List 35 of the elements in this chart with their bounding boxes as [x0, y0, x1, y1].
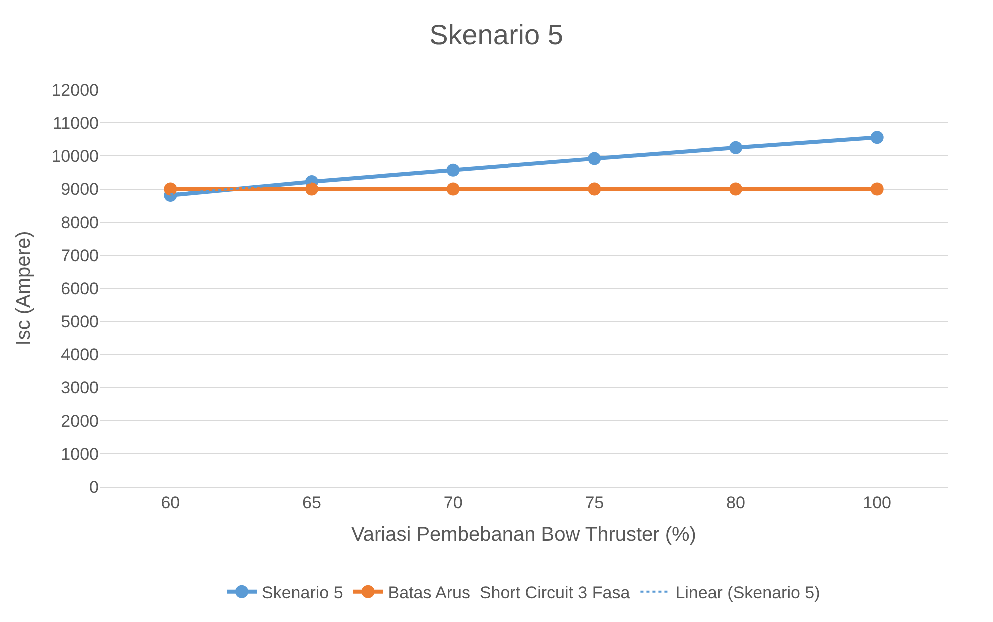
chart-title: Skenario 5	[430, 19, 564, 50]
point	[588, 152, 602, 166]
y-tick-label: 6000	[61, 279, 99, 298]
y-tick-label: 11000	[52, 114, 99, 134]
x-tick-label: 60	[161, 493, 180, 512]
point	[164, 182, 178, 196]
y-tick-label: 12000	[52, 80, 99, 100]
point	[446, 182, 460, 196]
x-tick-label: 65	[302, 493, 322, 512]
y-tick-label: 3000	[61, 378, 99, 398]
y-tick-label: 2000	[61, 412, 99, 431]
y-tick-label: 8000	[61, 213, 99, 232]
y-axis-title: Isc (Ampere)	[13, 231, 36, 346]
y-tick-label: 7000	[61, 246, 99, 266]
x-axis-title: Variasi Pembebanan Bow Thruster (%)	[352, 524, 696, 546]
y-tick-label: 10000	[52, 147, 99, 166]
y-tick-label: 4000	[61, 346, 99, 365]
y-tick-label: 0	[90, 478, 99, 497]
y-tick-label: 9000	[61, 180, 99, 200]
y-tick-label: 1000	[61, 444, 99, 464]
x-tick-label: 75	[585, 493, 604, 512]
x-tick-label: 100	[863, 493, 892, 512]
legend-label: Linear (Skenario 5)	[676, 584, 820, 603]
point	[870, 182, 884, 196]
legend-label: Skenario 5	[262, 584, 344, 603]
x-tick-label: 70	[444, 493, 463, 512]
point	[730, 141, 742, 154]
point	[306, 182, 318, 196]
x-tick-label: 80	[726, 493, 746, 512]
point	[730, 182, 742, 196]
point	[870, 131, 884, 144]
y-tick-label: 5000	[61, 312, 99, 332]
legend-label: Batas Arus Short Circuit 3 Fasa	[388, 584, 631, 603]
point	[446, 164, 460, 177]
point	[588, 182, 602, 196]
